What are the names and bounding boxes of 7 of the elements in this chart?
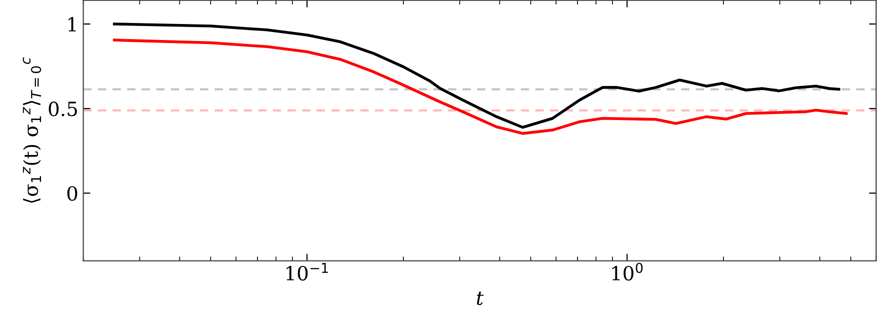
text: ⟨σ$_{1}$$^{z}$(t) σ$_{1}$$^{z}$⟩$_{T=0}$$^{c}$	[22, 57, 42, 203]
y-tick-label: 0.5	[48, 102, 77, 116]
y-tick-label: 1	[68, 16, 76, 32]
x-tick-label: 10$^{−1}$	[286, 262, 328, 281]
y-tick-label: 0	[67, 186, 78, 201]
x-tick-label: 10$^{0}$	[612, 262, 643, 281]
x-axis-title: t	[476, 292, 484, 306]
